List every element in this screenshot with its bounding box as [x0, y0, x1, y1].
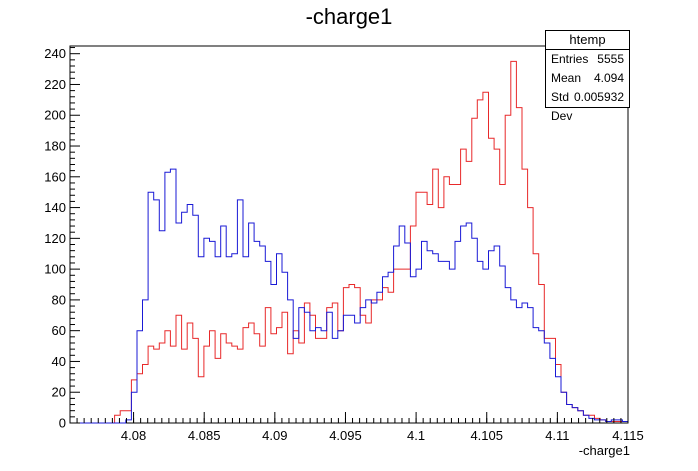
y-tick-label: 120 [44, 231, 66, 246]
axes: 0 20 40 60 80 100 120 140 160 180 200 220 240 4.08 4.0… [44, 46, 643, 443]
x-tick-label: 4.085 [188, 428, 221, 443]
histogram-line-series-2 [70, 168, 628, 424]
stats-label: Entries [551, 52, 589, 66]
x-tick-label: 4.08 [121, 428, 146, 443]
x-tick-label: 4.105 [470, 428, 503, 443]
stats-value: 5555 [597, 52, 624, 66]
histogram-line-series-1 [70, 60, 628, 424]
y-tick-label: 240 [44, 46, 66, 61]
stats-box-name: htemp [546, 31, 629, 50]
y-tick-label: 40 [52, 354, 66, 369]
x-axis-title: -charge1 [578, 443, 630, 458]
histogram-series [70, 60, 628, 424]
y-tick-label: 160 [44, 169, 66, 184]
chart-title: -charge1 [305, 4, 393, 29]
y-tick-label: 220 [44, 77, 66, 92]
y-tick-label: 0 [59, 416, 66, 431]
plot-frame [69, 45, 629, 424]
y-tick-label: 20 [52, 385, 66, 400]
stats-label: Mean [551, 71, 582, 85]
x-tick-label: 4.11 [545, 428, 569, 443]
y-tick-label: 100 [44, 262, 66, 277]
stats-value: 4.094 [593, 71, 624, 85]
stats-value: 0.005932 [573, 90, 624, 104]
stats-box: htemp Entries 5555 Mean 4.094 Std Dev 0.… [545, 30, 630, 123]
y-tick-label: 80 [52, 292, 66, 307]
x-tick-label: 4.1 [407, 428, 425, 443]
stats-label: Std Dev [551, 90, 573, 123]
stats-row-stddev: Std Dev 0.005932 [546, 88, 629, 123]
x-tick-label: 4.09 [262, 428, 287, 443]
x-tick-label: 4.095 [329, 428, 362, 443]
y-tick-label: 140 [44, 200, 66, 215]
stats-row-mean: Mean 4.094 [546, 69, 629, 88]
stats-row-entries: Entries 5555 [546, 50, 629, 69]
x-tick-label: 4.115 [612, 428, 644, 443]
y-tick-label: 180 [44, 139, 66, 154]
y-tick-label: 200 [44, 108, 66, 123]
plot-area-border [69, 45, 629, 424]
y-tick-label: 60 [52, 323, 66, 338]
